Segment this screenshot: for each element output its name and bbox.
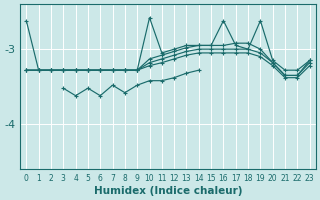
X-axis label: Humidex (Indice chaleur): Humidex (Indice chaleur) (94, 186, 242, 196)
